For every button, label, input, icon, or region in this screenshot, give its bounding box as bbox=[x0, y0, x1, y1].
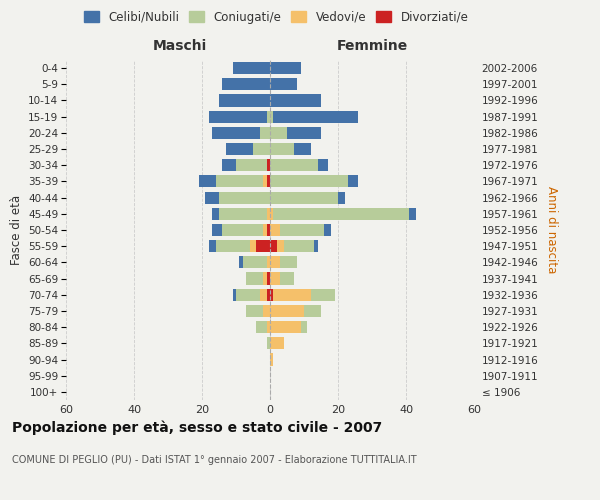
Bar bbox=[270, 208, 274, 220]
Bar bbox=[215, 240, 250, 252]
Bar bbox=[287, 127, 321, 139]
Bar bbox=[219, 94, 270, 106]
Bar bbox=[239, 256, 243, 268]
Bar bbox=[246, 272, 263, 284]
Bar bbox=[253, 143, 270, 155]
Bar bbox=[270, 305, 304, 317]
Bar bbox=[270, 176, 348, 188]
Bar bbox=[212, 127, 260, 139]
Bar bbox=[236, 288, 260, 301]
Bar bbox=[233, 62, 270, 74]
Bar bbox=[263, 272, 266, 284]
Bar bbox=[266, 224, 270, 236]
Text: COMUNE DI PEGLIO (PU) - Dati ISTAT 1° gennaio 2007 - Elaborazione TUTTITALIA.IT: COMUNE DI PEGLIO (PU) - Dati ISTAT 1° ge… bbox=[12, 455, 416, 465]
Bar bbox=[280, 224, 325, 236]
Bar bbox=[266, 288, 270, 301]
Bar bbox=[270, 127, 287, 139]
Bar bbox=[266, 256, 270, 268]
Bar bbox=[280, 272, 294, 284]
Bar bbox=[199, 176, 215, 188]
Bar bbox=[263, 176, 266, 188]
Bar bbox=[274, 208, 409, 220]
Bar bbox=[311, 288, 335, 301]
Bar bbox=[246, 305, 263, 317]
Bar bbox=[266, 272, 270, 284]
Bar bbox=[270, 288, 274, 301]
Bar bbox=[277, 240, 284, 252]
Bar bbox=[270, 240, 277, 252]
Bar bbox=[409, 208, 416, 220]
Bar bbox=[270, 62, 301, 74]
Bar bbox=[256, 321, 266, 333]
Bar bbox=[284, 240, 314, 252]
Bar bbox=[301, 321, 307, 333]
Bar bbox=[270, 272, 280, 284]
Bar bbox=[304, 305, 321, 317]
Bar bbox=[270, 256, 280, 268]
Bar bbox=[226, 143, 253, 155]
Bar bbox=[263, 224, 266, 236]
Bar bbox=[266, 110, 270, 122]
Bar bbox=[250, 240, 256, 252]
Text: Popolazione per età, sesso e stato civile - 2007: Popolazione per età, sesso e stato civil… bbox=[12, 420, 382, 435]
Bar bbox=[317, 159, 328, 172]
Bar bbox=[209, 240, 215, 252]
Bar bbox=[270, 321, 301, 333]
Bar bbox=[270, 110, 274, 122]
Bar bbox=[256, 240, 270, 252]
Bar bbox=[266, 176, 270, 188]
Bar bbox=[266, 208, 270, 220]
Bar bbox=[270, 354, 274, 366]
Bar bbox=[209, 110, 266, 122]
Bar bbox=[243, 256, 266, 268]
Bar bbox=[223, 78, 270, 90]
Bar bbox=[233, 288, 236, 301]
Bar bbox=[280, 256, 297, 268]
Y-axis label: Fasce di età: Fasce di età bbox=[10, 195, 23, 265]
Bar bbox=[270, 159, 317, 172]
Bar bbox=[260, 288, 266, 301]
Bar bbox=[212, 208, 219, 220]
Bar bbox=[223, 159, 236, 172]
Bar bbox=[205, 192, 219, 203]
Bar bbox=[266, 338, 270, 349]
Bar bbox=[338, 192, 345, 203]
Bar bbox=[263, 305, 270, 317]
Bar bbox=[274, 288, 311, 301]
Bar bbox=[223, 224, 263, 236]
Bar bbox=[260, 127, 270, 139]
Bar bbox=[236, 159, 266, 172]
Bar bbox=[270, 338, 284, 349]
Bar bbox=[219, 208, 266, 220]
Bar bbox=[314, 240, 317, 252]
Bar bbox=[294, 143, 311, 155]
Bar bbox=[325, 224, 331, 236]
Legend: Celibi/Nubili, Coniugati/e, Vedovi/e, Divorziati/e: Celibi/Nubili, Coniugati/e, Vedovi/e, Di… bbox=[79, 6, 473, 28]
Bar bbox=[270, 94, 321, 106]
Bar bbox=[348, 176, 358, 188]
Text: Maschi: Maschi bbox=[153, 38, 207, 52]
Bar bbox=[215, 176, 263, 188]
Bar bbox=[266, 321, 270, 333]
Bar bbox=[219, 192, 270, 203]
Bar bbox=[270, 143, 294, 155]
Bar bbox=[270, 78, 297, 90]
Bar bbox=[212, 224, 223, 236]
Bar bbox=[270, 224, 280, 236]
Bar bbox=[266, 159, 270, 172]
Bar bbox=[270, 192, 338, 203]
Text: Femmine: Femmine bbox=[337, 38, 407, 52]
Bar bbox=[274, 110, 358, 122]
Y-axis label: Anni di nascita: Anni di nascita bbox=[545, 186, 558, 274]
